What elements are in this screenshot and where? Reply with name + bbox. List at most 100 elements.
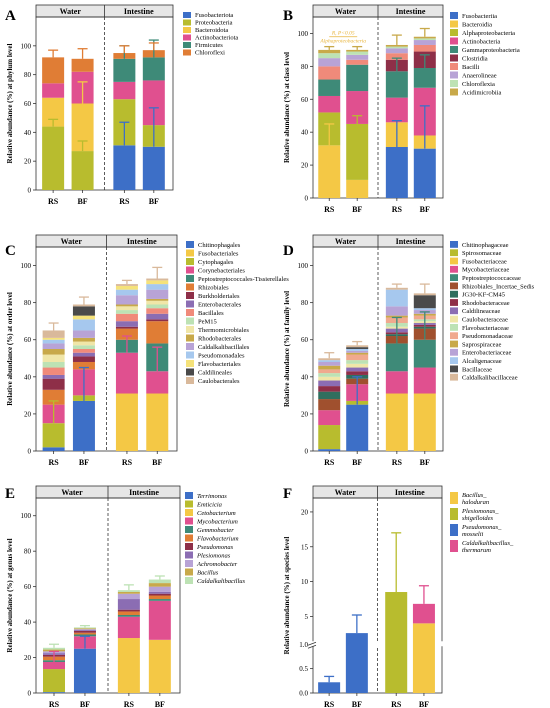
y-tick-label: 100 <box>21 512 32 520</box>
panel-d: D Water Intestine Relative abundance (%) at… <box>283 234 535 467</box>
legend-label: Plesiomonas <box>196 553 231 560</box>
bar-segment <box>142 146 165 190</box>
bar-segment <box>148 579 171 584</box>
bar-segment <box>385 44 408 47</box>
group-label-water: Water <box>60 7 82 16</box>
legend-label: Gammaproteobacteria <box>462 47 520 54</box>
bar-segment <box>43 649 65 652</box>
legend-swatch <box>186 283 194 291</box>
group-label-water: Water <box>335 7 357 16</box>
legend-label: Fusobacteriaceae <box>462 258 507 265</box>
bar-segment <box>115 352 138 394</box>
legend-label: Saprospiraceae <box>462 341 501 348</box>
x-tick-label: RS <box>392 458 403 467</box>
legend-label: Gemmobacter <box>197 527 234 534</box>
legend-swatch <box>186 292 194 299</box>
bar-segment <box>146 284 169 290</box>
legend-label: Fusobacteriota <box>195 12 233 19</box>
y-tick-label: 40 <box>301 129 309 137</box>
y-tick-label: 60 <box>301 336 309 344</box>
bar-segment <box>385 71 408 98</box>
legend-swatch <box>450 282 458 290</box>
legend-swatch <box>183 34 191 41</box>
axis-break-mark <box>307 641 317 646</box>
bar-segment <box>117 616 140 639</box>
bar-segment <box>146 308 169 314</box>
legend-label: Pseudomonas <box>196 544 234 551</box>
bar-segment <box>73 630 96 633</box>
group-label-water: Water <box>335 237 357 246</box>
bar-segment <box>42 378 65 390</box>
legend-label: Chloroflexi <box>195 50 225 57</box>
y-tick-label: 100 <box>298 262 309 270</box>
legend-label: Flavobacterium <box>196 536 239 543</box>
legend-swatch <box>450 508 458 520</box>
legend-label: Mycobacteriaceae <box>462 267 509 274</box>
legend-swatch <box>183 27 191 33</box>
legend-swatch <box>186 368 194 376</box>
bar-segment <box>318 53 341 59</box>
legend: Fusobacteriia BacteroidiaAlphaproteobacte… <box>450 12 520 97</box>
bar-segment <box>346 64 369 92</box>
legend-swatch <box>450 340 458 348</box>
bar-segment <box>346 59 369 65</box>
bar-segment <box>42 389 65 405</box>
bar-segment <box>346 347 369 349</box>
bar-segment <box>73 630 96 631</box>
bar-segment <box>385 306 408 316</box>
bar-segment <box>413 367 436 394</box>
x-tick-label: BF <box>352 700 362 708</box>
legend-swatch <box>450 299 458 306</box>
legend: Chitinophagales FusobacterialesCytophagal… <box>186 241 289 385</box>
bar-segment <box>413 148 436 198</box>
x-tick-label: BF <box>419 700 429 708</box>
group-label-intestine: Intestine <box>395 488 425 497</box>
bar-segment <box>71 103 94 152</box>
y-tick-label: 20 <box>24 654 32 662</box>
group-label-intestine: Intestine <box>396 7 426 16</box>
bar-segment <box>385 343 408 372</box>
bar-segment <box>318 365 341 370</box>
x-tick-label: RS <box>124 700 135 708</box>
legend-label: Emticicia <box>196 502 222 509</box>
bar-segment <box>146 300 169 305</box>
bar-segment <box>146 321 169 344</box>
legend-label: Caldalkalibacillus <box>197 578 245 585</box>
legend-label: mosselii <box>462 531 484 538</box>
legend-swatch <box>450 265 458 273</box>
y-tick-label: 20 <box>301 162 309 170</box>
y-tick-label: 15 <box>301 543 309 551</box>
bar-segment <box>346 49 369 52</box>
y-tick-label: 20 <box>301 508 309 516</box>
bar-segment <box>42 367 65 375</box>
bar-segment <box>346 371 369 375</box>
legend-swatch <box>450 257 458 265</box>
bar-segment <box>346 354 369 361</box>
bar-segment <box>42 97 65 127</box>
x-tick-label: BF <box>352 205 362 214</box>
bar-segment <box>73 632 96 635</box>
legend: Bacillus_haloduran Plesiomonas_shigelloid… <box>450 492 514 554</box>
legend-label: thermarum <box>462 547 491 554</box>
legend-label: Flavobacteriaceae <box>462 325 509 332</box>
x-tick-label: RS <box>122 458 133 467</box>
bar-segment <box>72 304 95 307</box>
bar-segment <box>42 57 65 84</box>
legend-swatch <box>450 274 458 281</box>
legend-label: Alphaproteobacteria <box>462 30 515 37</box>
y-tick-label: 80 <box>24 548 32 556</box>
y-tick-label: 60 <box>24 583 32 591</box>
y-tick-label: 40 <box>24 373 32 381</box>
bar-segment <box>413 295 436 309</box>
legend-swatch <box>450 46 458 53</box>
legend-label: Enterobacteriaceae <box>462 350 512 357</box>
bar-segment <box>72 306 95 316</box>
y-axis-label: Relative abundance (%) at family level <box>283 291 291 407</box>
legend-swatch <box>450 88 458 96</box>
legend-label: Peptostreptococcaceae <box>462 275 521 282</box>
bar-segment <box>115 289 138 296</box>
legend: FusobacteriotaProteobacteriaBacteroidota… <box>183 12 238 57</box>
bar-segment <box>42 337 65 340</box>
y-tick-label: 80 <box>24 71 32 79</box>
legend-label: Bacillus <box>197 570 219 577</box>
